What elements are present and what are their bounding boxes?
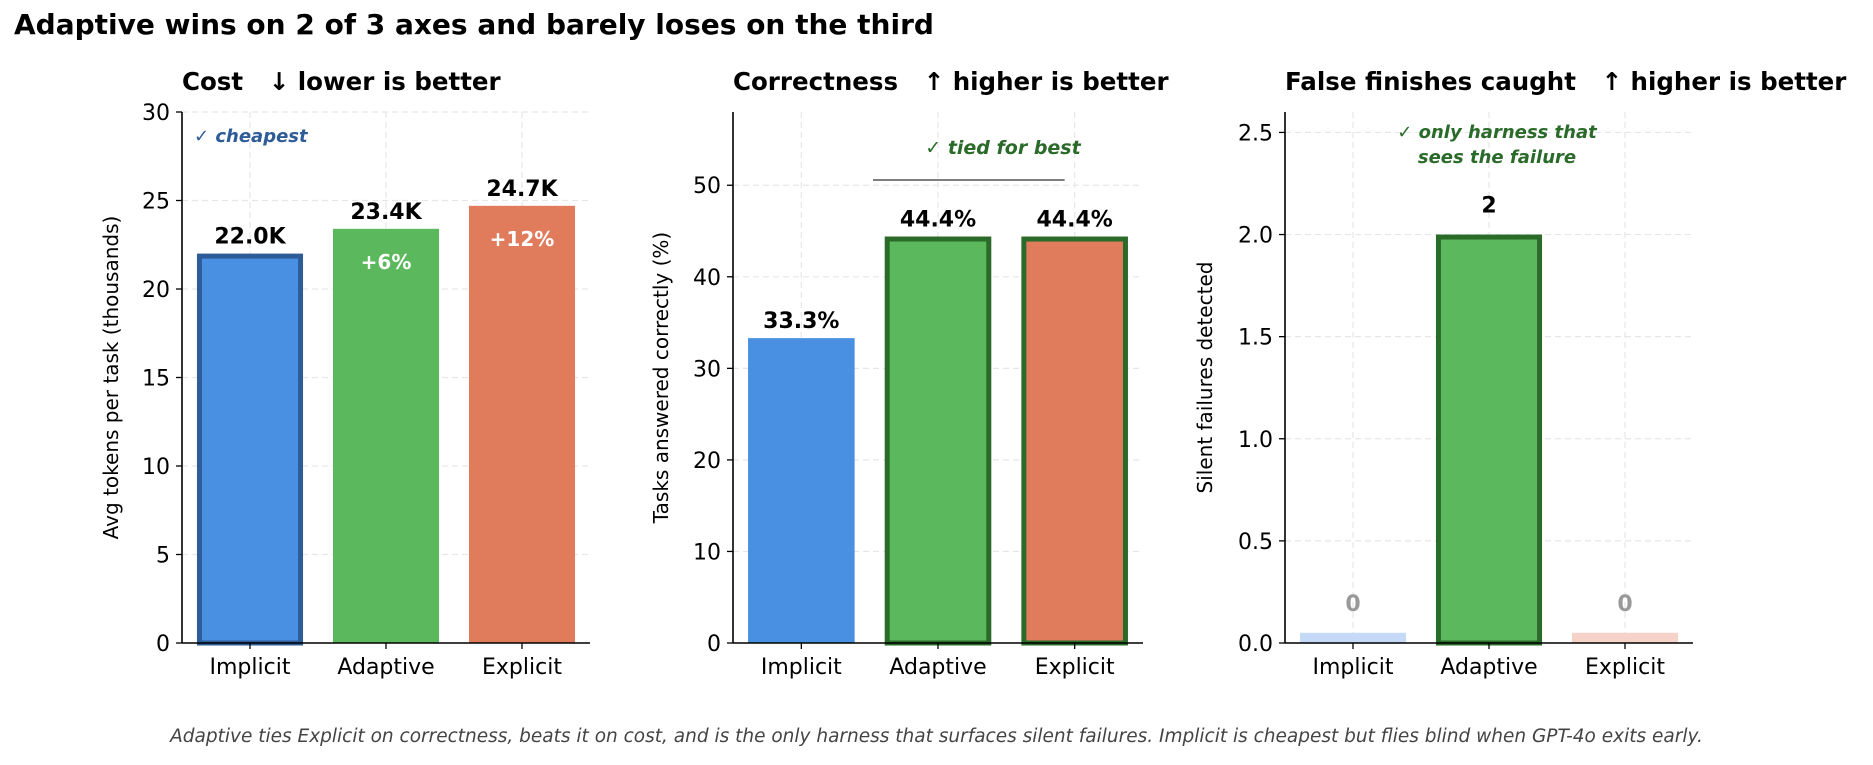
y-axis-label: Tasks answered correctly (%) bbox=[649, 232, 673, 524]
bar-implicit bbox=[748, 338, 855, 643]
figure-footnote: Adaptive ties Explicit on correctness, b… bbox=[170, 726, 1703, 747]
annotation-tied: ✓ tied for best bbox=[925, 137, 1081, 159]
bar-adaptive bbox=[332, 228, 440, 643]
x-tick-label: Explicit bbox=[482, 655, 562, 680]
y-tick-label: 1.5 bbox=[1238, 326, 1273, 351]
annotation-only-harness: ✓ only harness that bbox=[1397, 122, 1598, 143]
figure-title: Adaptive wins on 2 of 3 axes and barely … bbox=[14, 8, 934, 41]
value-label: 0 bbox=[1345, 592, 1360, 617]
y-axis-label: Avg tokens per task (thousands) bbox=[99, 216, 123, 540]
increment-label: +6% bbox=[361, 250, 412, 274]
y-axis-label: Silent failures detected bbox=[1193, 262, 1217, 494]
x-tick-label: Adaptive bbox=[337, 655, 434, 680]
y-tick-label: 50 bbox=[693, 174, 721, 199]
value-label: 23.4K bbox=[350, 200, 422, 225]
false-finishes-panel: 0 Implicit 2 Adaptive 0 Explicit 0.0 0.5 1.0 1.5 2… bbox=[1193, 67, 1847, 680]
cost-panel: 22.0K Implicit 23.4K +6% Adaptive 24.7K +12% Ex… bbox=[99, 67, 590, 680]
x-tick-label: Explicit bbox=[1035, 655, 1115, 680]
x-tick-label: Implicit bbox=[210, 655, 291, 680]
y-tick-label: 2.5 bbox=[1238, 121, 1273, 146]
y-tick-label: 2.0 bbox=[1238, 224, 1273, 249]
y-tick-label: 10 bbox=[693, 540, 721, 565]
y-tick-label: 0 bbox=[707, 632, 721, 657]
y-tick-label: 15 bbox=[142, 367, 170, 392]
x-tick-label: Implicit bbox=[761, 655, 842, 680]
y-tick-label: 1.0 bbox=[1238, 428, 1273, 453]
increment-label: +12% bbox=[490, 227, 555, 251]
bar-explicit bbox=[1571, 632, 1679, 643]
y-tick-label: 20 bbox=[693, 449, 721, 474]
y-tick-label: 25 bbox=[142, 190, 170, 215]
value-label: 2 bbox=[1481, 194, 1496, 219]
bar-adaptive bbox=[884, 236, 992, 646]
annotation-only-harness: sees the failure bbox=[1418, 147, 1576, 168]
annotation-cheapest: ✓ cheapest bbox=[194, 126, 309, 147]
correctness-panel: 33.3% Implicit 44.4% Adaptive 44.4% Explicit 0… bbox=[649, 67, 1169, 680]
bar-implicit bbox=[196, 253, 304, 646]
value-label: 22.0K bbox=[214, 225, 286, 250]
y-tick-label: 20 bbox=[142, 278, 170, 303]
panel-title: False finishes caught ↑ higher is better bbox=[1285, 67, 1847, 96]
y-tick-label: 10 bbox=[142, 455, 170, 480]
value-label: 44.4% bbox=[1037, 208, 1113, 233]
value-label: 44.4% bbox=[900, 208, 976, 233]
panel-title: Correctness ↑ higher is better bbox=[733, 67, 1169, 96]
bar-explicit bbox=[1021, 236, 1128, 646]
bar-explicit bbox=[468, 205, 576, 643]
y-tick-label: 40 bbox=[693, 266, 721, 291]
y-tick-label: 30 bbox=[142, 101, 170, 126]
value-label: 33.3% bbox=[763, 309, 839, 334]
x-tick-label: Implicit bbox=[1313, 655, 1394, 680]
value-label: 0 bbox=[1617, 592, 1632, 617]
value-label: 24.7K bbox=[486, 177, 558, 202]
x-tick-label: Adaptive bbox=[1440, 655, 1537, 680]
bar-adaptive bbox=[1435, 234, 1543, 646]
y-tick-label: 0.5 bbox=[1238, 530, 1273, 555]
y-tick-label: 5 bbox=[156, 544, 170, 569]
y-tick-label: 30 bbox=[693, 357, 721, 382]
x-tick-label: Explicit bbox=[1585, 655, 1665, 680]
y-tick-label: 0 bbox=[156, 632, 170, 657]
panel-title: Cost ↓ lower is better bbox=[182, 67, 502, 96]
bar-implicit bbox=[1299, 632, 1407, 643]
y-tick-label: 0.0 bbox=[1238, 632, 1273, 657]
x-tick-label: Adaptive bbox=[889, 655, 986, 680]
